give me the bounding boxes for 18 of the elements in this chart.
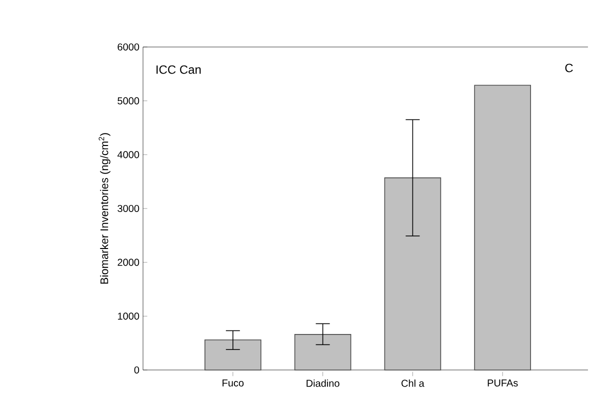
bar xyxy=(384,177,442,370)
y-tick-label: 3000 xyxy=(118,204,140,212)
annotation: C xyxy=(565,64,573,72)
y-tick-label: 6000 xyxy=(118,43,140,51)
x-tick-label: PUFAs xyxy=(488,380,518,386)
y-tick-label: 0 xyxy=(134,366,140,374)
bar xyxy=(474,84,531,370)
y-tick-label: 5000 xyxy=(118,97,140,104)
annotation: ICC Can xyxy=(156,65,201,74)
y-tick-label: 2000 xyxy=(118,258,140,266)
x-tick-label: Chl a xyxy=(402,380,424,387)
x-tick-label: Fuco xyxy=(222,380,244,386)
y-tick-label: 1000 xyxy=(118,312,140,320)
x-tick-label: Diadino xyxy=(306,380,340,387)
bar xyxy=(294,334,352,370)
y-axis-title: Biomarker Inventories (ng/cm$^{2}$) xyxy=(98,133,110,284)
bar xyxy=(204,339,262,370)
y-tick-label: 4000 xyxy=(117,151,140,158)
